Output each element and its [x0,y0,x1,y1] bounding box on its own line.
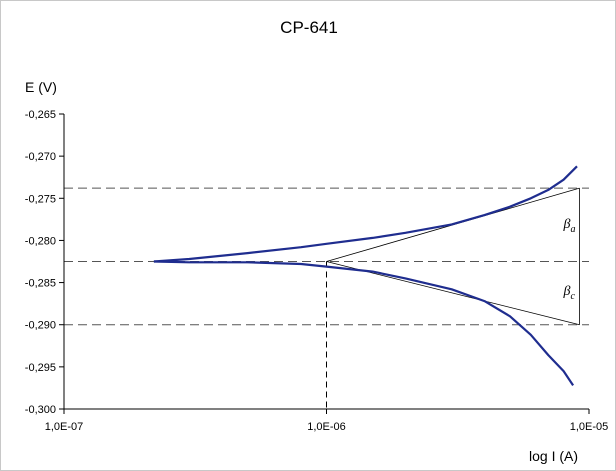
beta-c-subscript: c [571,291,576,302]
axes [59,113,590,414]
y-tick-label-7: -0,300 [25,404,56,416]
x-tick-label-0: 1,0E-07 [45,421,84,433]
y-tick-label-6: -0,295 [25,362,56,374]
tick-labels: -0,265 -0,270 -0,275 -0,280 -0,285 -0,290 -0,2… [25,109,608,433]
x-tick-label-2: 1,0E-05 [570,421,609,433]
beta-c-label: βc [563,284,576,302]
chart-title: CP-641 [280,18,338,37]
y-tick-label-1: -0,270 [25,151,56,163]
y-tick-label-3: -0,280 [25,235,56,247]
beta-a-subscript: a [571,224,576,235]
x-axis-title: log I (A) [529,448,578,464]
series-line-anodic [153,165,578,263]
y-tick-label-2: -0,275 [25,193,56,205]
y-axis-title: E (V) [25,79,57,95]
x-tick-label-1: 1,0E-06 [307,421,346,433]
series-line-cathodic [153,260,575,387]
data-series [153,165,578,387]
y-tick-label-5: -0,290 [25,320,56,332]
y-tick-label-4: -0,285 [25,278,56,290]
y-tick-label-0: -0,265 [25,109,56,121]
annotations: βa βc [563,217,576,302]
guide-lines [64,187,589,409]
beta-a-label: βa [563,217,576,235]
